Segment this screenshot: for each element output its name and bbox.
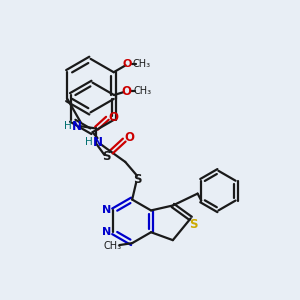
- Text: H: H: [85, 137, 92, 147]
- Text: O: O: [123, 59, 132, 69]
- Text: N: N: [72, 120, 82, 133]
- Text: O: O: [108, 111, 118, 124]
- Text: S: S: [189, 218, 198, 231]
- Text: CH₃: CH₃: [134, 86, 152, 96]
- Text: H: H: [64, 121, 72, 131]
- Text: N: N: [102, 227, 111, 237]
- Text: O: O: [124, 130, 134, 144]
- Text: O: O: [122, 85, 132, 98]
- Text: CH₃: CH₃: [103, 241, 122, 251]
- Text: S: S: [102, 150, 111, 164]
- Text: N: N: [102, 206, 111, 215]
- Text: N: N: [92, 136, 103, 148]
- Text: S: S: [133, 173, 141, 186]
- Text: CH₃: CH₃: [132, 59, 151, 69]
